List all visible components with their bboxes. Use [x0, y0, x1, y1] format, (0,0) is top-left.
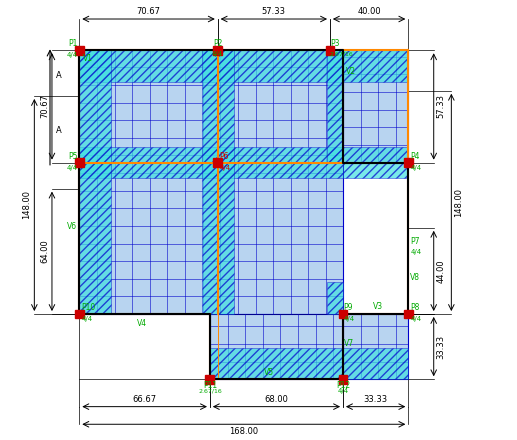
Text: 66.67: 66.67	[132, 395, 157, 404]
Text: P1: P1	[68, 39, 78, 48]
Text: 68.00: 68.00	[265, 395, 288, 404]
Text: V6: V6	[67, 222, 78, 231]
Bar	[343, 314, 408, 379]
Text: 64.00: 64.00	[40, 239, 49, 263]
Text: V5: V5	[264, 368, 275, 377]
Bar	[343, 348, 408, 379]
Bar	[404, 158, 413, 167]
Bar	[327, 50, 343, 162]
Bar	[343, 50, 408, 82]
Text: 4/4: 4/4	[344, 316, 355, 322]
Bar	[80, 147, 343, 179]
Bar	[80, 50, 343, 82]
Bar	[326, 46, 334, 55]
Bar	[214, 158, 222, 167]
Bar	[339, 310, 347, 319]
Text: 44.00: 44.00	[437, 259, 446, 283]
Text: 33.33: 33.33	[363, 395, 388, 404]
Bar	[339, 375, 347, 384]
Text: V3: V3	[373, 302, 383, 311]
Text: 40.00: 40.00	[357, 7, 381, 16]
Text: V1: V1	[83, 54, 93, 63]
Bar	[210, 348, 343, 379]
Text: V8: V8	[410, 273, 420, 282]
Text: 70.67: 70.67	[136, 7, 161, 16]
Bar	[75, 158, 84, 167]
Text: 4/4: 4/4	[81, 316, 93, 322]
Text: P5: P5	[68, 152, 78, 161]
Text: 4/4: 4/4	[410, 249, 421, 255]
Text: 70.67: 70.67	[40, 95, 49, 118]
Bar	[202, 50, 234, 314]
Text: 4/4: 4/4	[66, 165, 78, 171]
Text: 4/4: 4/4	[410, 316, 421, 322]
Bar	[210, 314, 343, 379]
Text: 2.67/16: 2.67/16	[330, 51, 354, 56]
Text: P8: P8	[410, 303, 420, 312]
Text: A: A	[56, 71, 62, 80]
Text: 2.67/16: 2.67/16	[198, 388, 222, 393]
Bar	[343, 147, 408, 179]
Bar	[343, 50, 408, 162]
Text: 57.33: 57.33	[262, 7, 286, 16]
Text: A: A	[56, 126, 62, 135]
Bar	[327, 282, 343, 314]
Bar	[80, 50, 111, 314]
Text: V7: V7	[344, 340, 354, 348]
Text: V4: V4	[137, 319, 147, 327]
Text: P6: P6	[219, 152, 229, 161]
Bar	[80, 50, 343, 314]
Text: 168.00: 168.00	[229, 427, 258, 436]
Text: 57.33: 57.33	[437, 95, 446, 118]
Text: P3: P3	[330, 39, 340, 48]
Text: 148.00: 148.00	[454, 188, 463, 217]
Bar	[404, 310, 413, 319]
Text: P2: P2	[213, 39, 222, 48]
Bar	[75, 46, 84, 55]
Text: 4/4: 4/4	[338, 388, 348, 394]
Text: 148.00: 148.00	[22, 191, 32, 220]
Text: 4/4: 4/4	[219, 165, 231, 171]
Text: 4/4: 4/4	[66, 52, 78, 58]
Bar	[75, 310, 84, 319]
Text: P12: P12	[336, 381, 350, 390]
Text: 4/4: 4/4	[410, 165, 421, 171]
Text: 33.33: 33.33	[437, 334, 446, 359]
Text: V2: V2	[346, 67, 356, 77]
Bar	[205, 375, 214, 384]
Bar	[214, 46, 222, 55]
Text: P4: P4	[410, 152, 420, 161]
Text: P10: P10	[81, 303, 96, 312]
Text: 4/4: 4/4	[212, 51, 223, 57]
Text: P7: P7	[410, 237, 420, 246]
Text: P9: P9	[344, 303, 353, 312]
Text: P11: P11	[203, 381, 217, 390]
